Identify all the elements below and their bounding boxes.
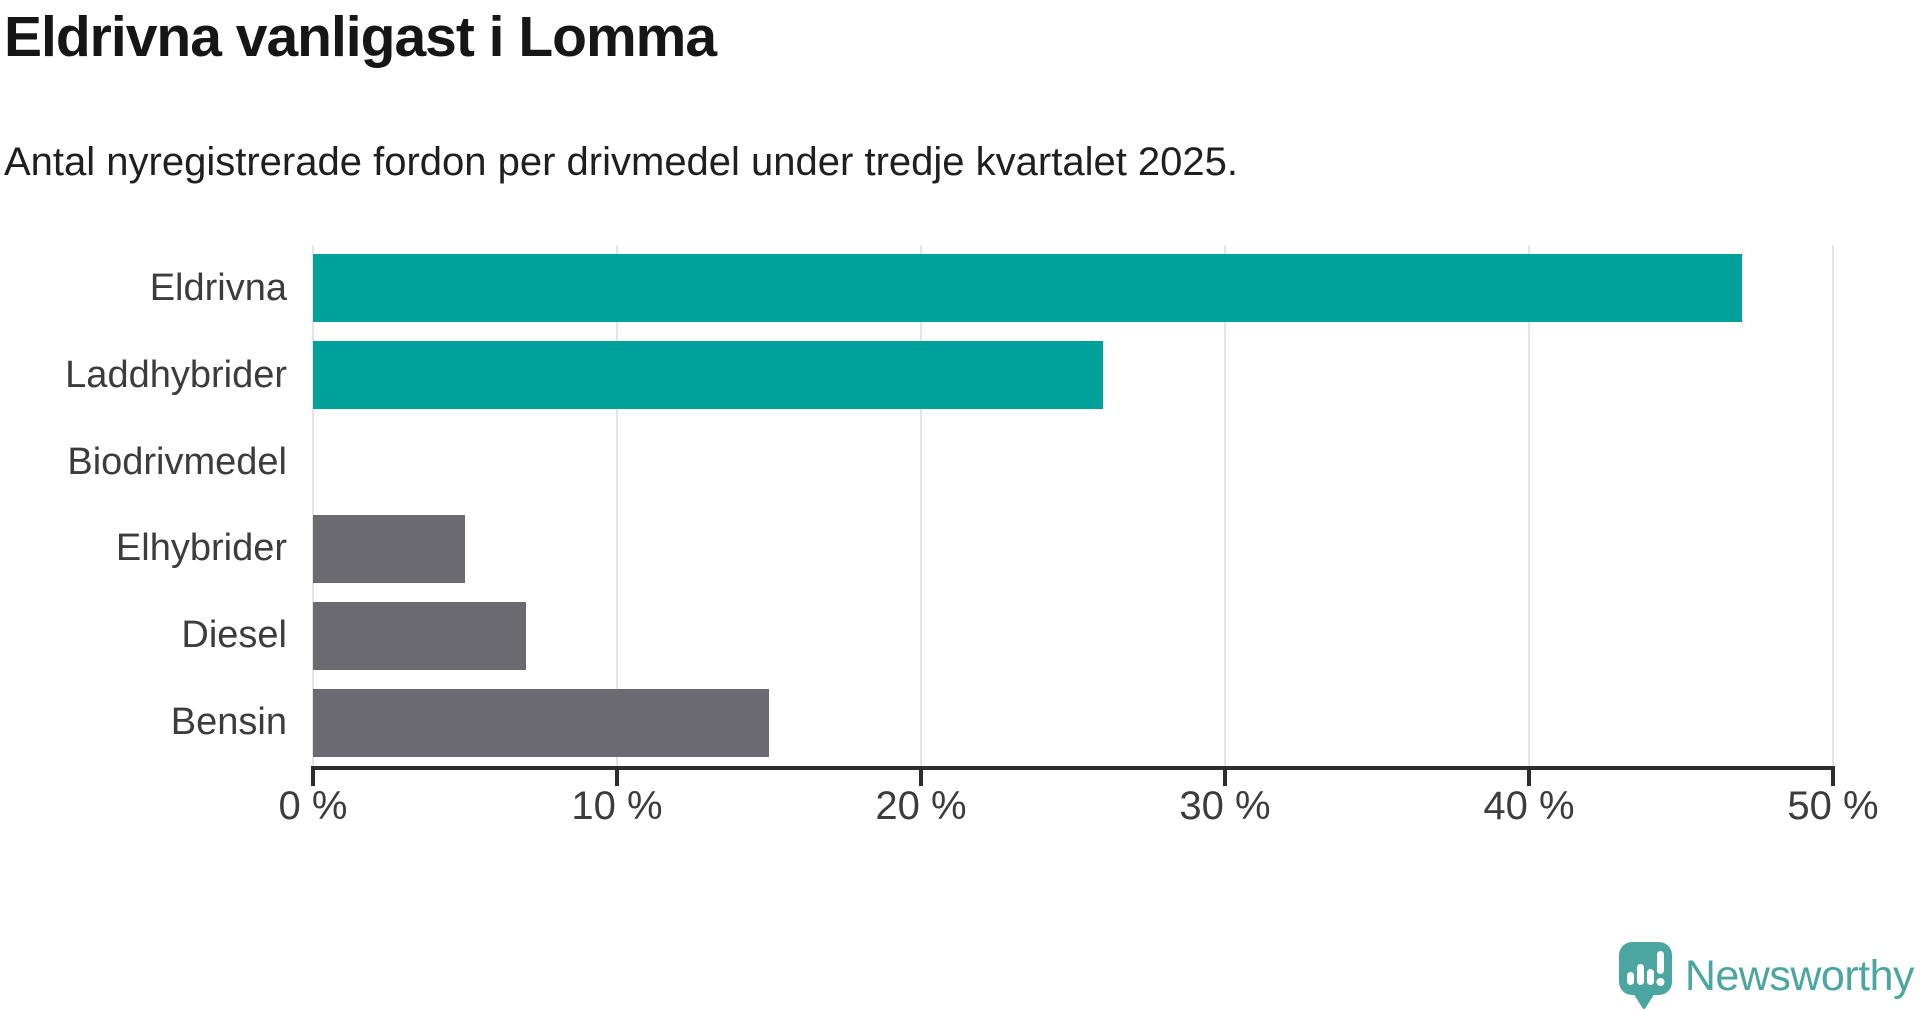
gridline — [616, 245, 618, 766]
bar-bensin — [313, 688, 769, 757]
x-axis-line — [311, 766, 1835, 770]
x-tick-label: 50 % — [1787, 784, 1879, 828]
x-tick-label: 0 % — [278, 784, 348, 828]
category-label: Biodrivmedel — [67, 440, 287, 483]
category-label: Laddhybrider — [65, 353, 287, 396]
x-tick-label: 40 % — [1483, 784, 1575, 828]
bar-laddhybrider — [313, 341, 1104, 410]
x-tick-label: 10 % — [571, 784, 663, 828]
x-axis-tick — [1831, 766, 1835, 786]
x-axis-tick — [615, 766, 619, 786]
chart-subtitle: Antal nyregistrerade fordon per drivmede… — [4, 140, 1239, 184]
plot-area — [312, 245, 1834, 766]
newsworthy-branding: Newsworthy — [1616, 942, 1915, 1011]
gridline — [1832, 245, 1834, 766]
newsworthy-logo-icon — [1618, 942, 1672, 1009]
category-label: Bensin — [170, 701, 287, 744]
category-axis: Eldrivna Laddhybrider Biodrivmedel Elhybrid… — [0, 245, 287, 766]
gridline — [1528, 245, 1530, 766]
gridline — [920, 245, 922, 766]
category-label: Diesel — [181, 614, 287, 657]
gridline — [1224, 245, 1226, 766]
x-axis-tick — [1223, 766, 1227, 786]
gridline — [312, 245, 314, 766]
x-axis-tick — [311, 766, 315, 786]
bar-eldrivna — [313, 254, 1742, 323]
newsworthy-logo-text: Newsworthy — [1684, 952, 1915, 1000]
bar-elhybrider — [313, 514, 465, 583]
chart-title: Eldrivna vanligast i Lomma — [4, 5, 717, 69]
x-tick-label: 30 % — [1179, 784, 1271, 828]
category-label: Eldrivna — [149, 266, 287, 309]
x-tick-label: 20 % — [875, 784, 967, 828]
category-label: Elhybrider — [115, 527, 287, 570]
bar-diesel — [313, 601, 526, 670]
x-axis-tick — [919, 766, 923, 786]
x-axis-tick — [1527, 766, 1531, 786]
